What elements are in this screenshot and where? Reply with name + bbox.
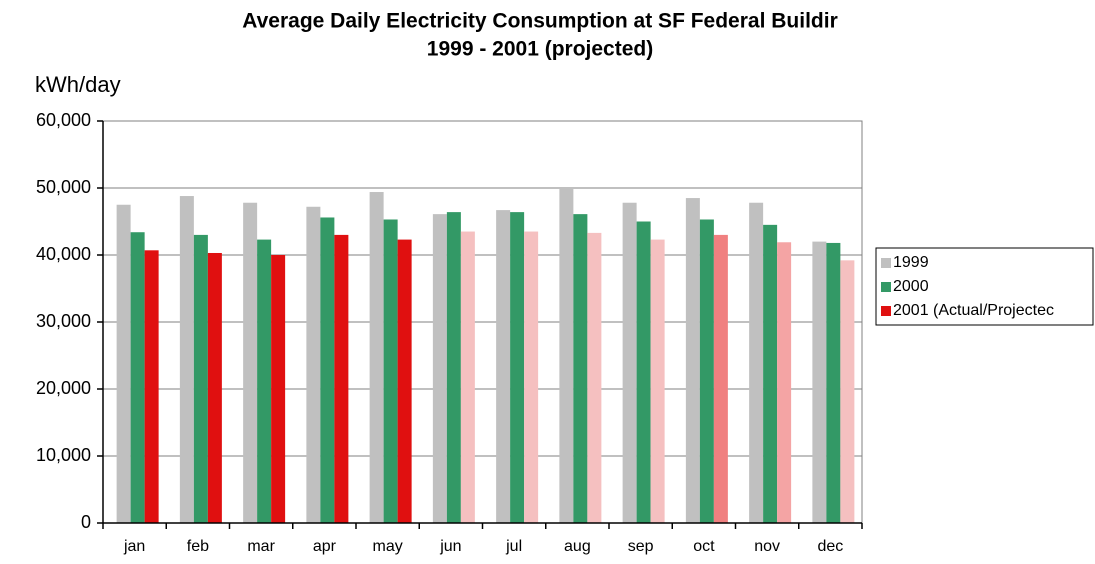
x-tick-label: mar [247,538,275,555]
bar [496,210,511,524]
bar [369,192,384,523]
x-tick-label: aug [564,538,591,555]
bar [432,214,447,523]
x-tick-label: dec [817,538,843,555]
bar [383,219,398,524]
bar [193,234,208,523]
bar [334,234,349,523]
bar [130,232,145,523]
x-tick-label: sep [628,538,654,555]
bar [636,221,651,523]
bar [826,242,841,523]
bar [650,239,665,523]
legend-label: 1999 [893,254,929,271]
x-tick-label: jun [439,538,461,555]
x-tick-label: oct [693,538,715,555]
y-tick-label: 50,000 [36,177,91,197]
x-tick-label: nov [754,538,780,555]
legend-swatch [881,282,891,292]
legend-swatch [881,258,891,268]
x-tick-label: feb [187,538,209,555]
bar [840,260,855,523]
bar [573,214,588,523]
bar [524,231,539,524]
y-tick-label: 60,000 [36,110,91,130]
bar [116,204,131,523]
x-tick-label: jan [123,538,145,555]
legend-box [875,247,1094,326]
bar [763,224,778,523]
bar [622,202,637,524]
bar [685,198,700,524]
bar [306,206,321,523]
bar [397,239,412,523]
bar [777,242,792,523]
bar [257,239,272,523]
bar [179,196,194,524]
bar [749,202,764,524]
bar [243,202,258,524]
bar [144,250,159,523]
x-tick-label: may [373,538,403,555]
x-tick-label: jul [505,538,522,555]
bar [812,241,827,523]
bar [713,234,728,523]
legend-swatch [881,306,891,316]
bar [271,255,286,523]
y-tick-label: 10,000 [36,445,91,465]
bar [320,217,335,524]
y-tick-label: 40,000 [36,244,91,264]
x-tick-label: apr [313,538,337,555]
y-tick-label: 0 [81,512,91,532]
bar [460,231,475,524]
chart-subtitle: 1999 - 2001 (projected) [427,38,653,61]
bar [510,212,525,523]
y-tick-label: 20,000 [36,378,91,398]
y-axis-label: kWh/day [35,72,121,97]
bar [699,219,714,524]
bar [207,252,222,524]
chart-title: Average Daily Electricity Consumption at… [242,10,838,33]
legend-label: 2000 [893,278,929,295]
y-tick-label: 30,000 [36,311,91,331]
legend-label: 2001 (Actual/Projectec [893,302,1054,319]
bar [587,232,602,523]
bar [446,212,461,523]
bar [559,188,574,523]
